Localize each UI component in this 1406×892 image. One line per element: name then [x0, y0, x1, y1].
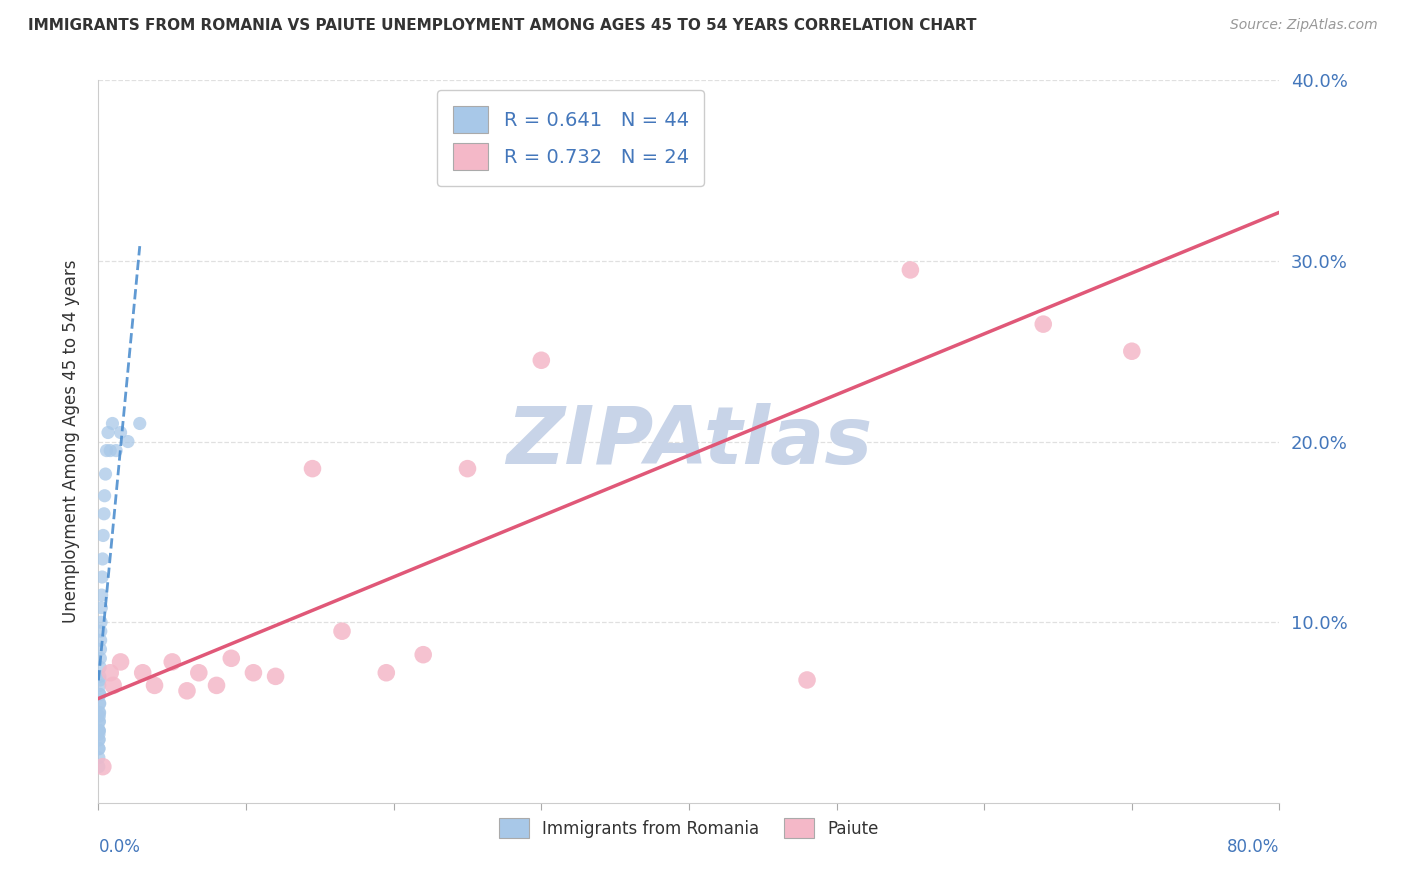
Point	[796, 673, 818, 687]
Point	[89, 723, 111, 738]
Point	[457, 461, 479, 475]
Point	[94, 467, 117, 481]
Point	[89, 678, 111, 692]
Point	[87, 732, 110, 747]
Point	[87, 741, 110, 756]
Point	[93, 507, 115, 521]
Point	[87, 741, 110, 756]
Point	[90, 588, 112, 602]
Point	[89, 723, 111, 738]
Point	[90, 600, 112, 615]
Point	[90, 615, 112, 630]
Point	[375, 665, 398, 680]
Text: ZIPAtlas: ZIPAtlas	[506, 402, 872, 481]
Point	[90, 633, 112, 648]
Point	[101, 417, 124, 431]
Y-axis label: Unemployment Among Ages 45 to 54 years: Unemployment Among Ages 45 to 54 years	[62, 260, 80, 624]
Point	[87, 727, 110, 741]
Point	[330, 624, 353, 639]
Point	[89, 706, 111, 720]
Point	[132, 665, 155, 680]
Point	[87, 760, 110, 774]
Point	[91, 760, 114, 774]
Point	[128, 417, 150, 431]
Point	[648, 154, 671, 169]
Point	[143, 678, 166, 692]
Point	[89, 732, 111, 747]
Point	[264, 669, 287, 683]
Point	[89, 714, 111, 729]
Text: Source: ZipAtlas.com: Source: ZipAtlas.com	[1230, 18, 1378, 32]
Point	[205, 678, 228, 692]
Point	[221, 651, 243, 665]
Legend: Immigrants from Romania, Paiute: Immigrants from Romania, Paiute	[492, 812, 886, 845]
Point	[89, 673, 111, 687]
Point	[91, 552, 114, 566]
Point	[97, 425, 120, 440]
Point	[110, 425, 132, 440]
Point	[105, 443, 128, 458]
Text: 80.0%: 80.0%	[1227, 838, 1279, 856]
Point	[117, 434, 139, 449]
Point	[89, 687, 111, 701]
Point	[89, 697, 111, 711]
Text: IMMIGRANTS FROM ROMANIA VS PAIUTE UNEMPLOYMENT AMONG AGES 45 TO 54 YEARS CORRELA: IMMIGRANTS FROM ROMANIA VS PAIUTE UNEMPL…	[28, 18, 977, 33]
Point	[89, 687, 111, 701]
Point	[93, 489, 115, 503]
Point	[91, 528, 114, 542]
Point	[89, 642, 111, 657]
Point	[187, 665, 209, 680]
Point	[89, 669, 111, 683]
Point	[103, 678, 125, 692]
Point	[98, 665, 121, 680]
Point	[1121, 344, 1143, 359]
Text: 0.0%: 0.0%	[98, 838, 141, 856]
Point	[89, 709, 111, 723]
Point	[530, 353, 553, 368]
Point	[242, 665, 264, 680]
Point	[87, 714, 110, 729]
Point	[1032, 317, 1054, 331]
Point	[412, 648, 434, 662]
Point	[900, 263, 922, 277]
Point	[89, 697, 111, 711]
Point	[162, 655, 183, 669]
Point	[87, 723, 110, 738]
Point	[176, 683, 198, 698]
Point	[89, 651, 111, 665]
Point	[90, 624, 112, 639]
Point	[301, 461, 323, 475]
Point	[98, 443, 121, 458]
Point	[91, 570, 114, 584]
Point	[87, 750, 110, 764]
Point	[110, 655, 132, 669]
Point	[96, 443, 118, 458]
Point	[89, 706, 111, 720]
Point	[89, 660, 111, 674]
